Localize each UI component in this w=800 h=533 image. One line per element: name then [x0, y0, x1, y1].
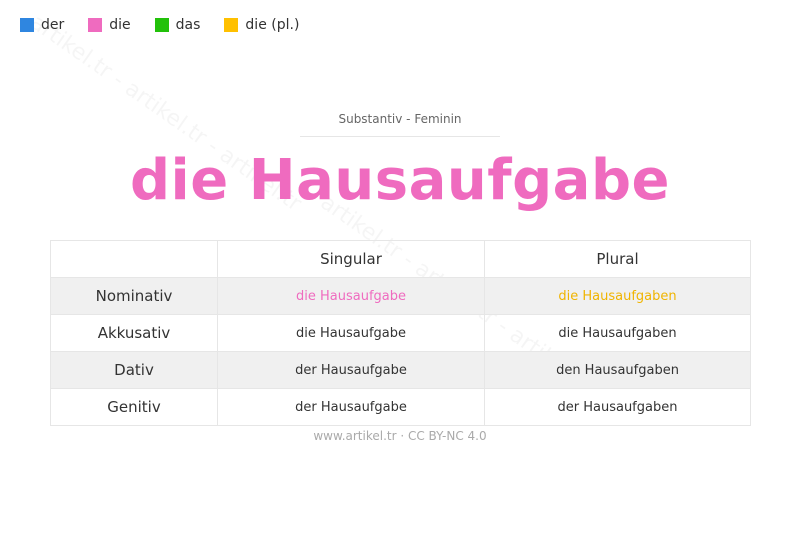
table-row: Genitiv der Hausaufgabe der Hausaufgaben — [50, 388, 751, 426]
case-label: Akkusativ — [50, 314, 218, 352]
legend-label: die (pl.) — [245, 17, 300, 33]
table-row: Nominativ die Hausaufgabe die Hausaufgab… — [50, 277, 751, 315]
plural-cell: den Hausaufgaben — [484, 351, 751, 389]
case-label: Nominativ — [50, 277, 218, 315]
legend-label: das — [175, 17, 201, 33]
singular-cell: die Hausaufgabe — [217, 277, 485, 315]
plural-cell: die Hausaufgaben — [484, 277, 751, 315]
legend-item-der: der — [20, 17, 64, 33]
singular-cell: die Hausaufgabe — [217, 314, 485, 352]
gender-legend: der die das die (pl.) — [20, 17, 323, 33]
plural-cell: der Hausaufgaben — [484, 388, 751, 426]
green-swatch-icon — [154, 18, 169, 32]
case-label: Genitiv — [50, 388, 218, 426]
yellow-swatch-icon — [224, 18, 239, 32]
word-type: Substantiv - Feminin — [300, 112, 500, 137]
table-row: Dativ der Hausaufgabe den Hausaufgaben — [50, 351, 751, 389]
legend-item-das: das — [154, 17, 201, 33]
legend-label: die — [109, 17, 131, 33]
footer-credit: www.artikel.tr · CC BY-NC 4.0 — [313, 429, 487, 443]
case-label: Dativ — [50, 351, 218, 389]
declension-table: Singular Plural Nominativ die Hausaufgab… — [50, 240, 751, 426]
legend-label: der — [41, 17, 65, 33]
plural-cell: die Hausaufgaben — [484, 314, 751, 352]
header-singular: Singular — [217, 240, 485, 278]
page-title: die Hausaufgabe — [129, 148, 671, 213]
legend-item-die-plural: die (pl.) — [224, 17, 299, 33]
header-plural: Plural — [484, 240, 751, 278]
table-header: Singular Plural — [50, 240, 751, 278]
singular-cell: der Hausaufgabe — [217, 388, 485, 426]
legend-item-die: die — [88, 17, 131, 33]
header-empty — [50, 240, 218, 278]
blue-swatch-icon — [20, 18, 34, 32]
table-row: Akkusativ die Hausaufgabe die Hausaufgab… — [50, 314, 751, 352]
pink-swatch-icon — [88, 18, 103, 32]
singular-cell: der Hausaufgabe — [217, 351, 485, 389]
